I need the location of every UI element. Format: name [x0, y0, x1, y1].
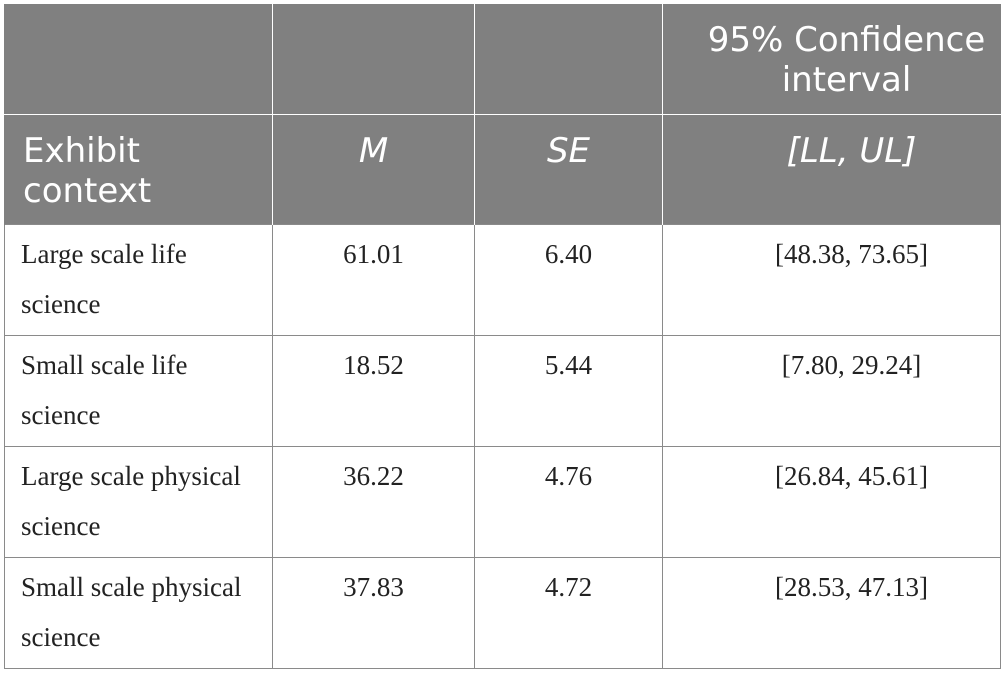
- cell-se: 4.72: [474, 556, 663, 669]
- table-body: Large scale life science 61.01 6.40 [48.…: [4, 223, 1001, 669]
- results-table: 95% Confidence interval Exhibit context …: [4, 4, 1001, 669]
- header-ll-ul: [LL, UL]: [662, 114, 1001, 224]
- cell-mean: 37.83: [272, 556, 475, 669]
- header-standard-error: SE: [474, 114, 663, 224]
- header-confidence-interval: 95% Confidence interval: [662, 4, 1001, 115]
- cell-se: 4.76: [474, 445, 663, 558]
- table-header: 95% Confidence interval Exhibit context …: [4, 4, 1001, 224]
- header-cell-blank-1: [4, 4, 273, 115]
- cell-exhibit-context: Large scale physical science: [4, 445, 273, 558]
- table-row: Large scale physical science 36.22 4.76 …: [4, 445, 1001, 558]
- cell-ci: [28.53, 47.13]: [662, 556, 1001, 669]
- cell-se: 5.44: [474, 334, 663, 447]
- cell-ci: [7.80, 29.24]: [662, 334, 1001, 447]
- cell-ci: [48.38, 73.65]: [662, 223, 1001, 336]
- table-row: Small scale physical science 37.83 4.72 …: [4, 556, 1001, 669]
- cell-mean: 61.01: [272, 223, 475, 336]
- header-row-top: 95% Confidence interval: [4, 4, 1001, 115]
- header-row-bottom: Exhibit context M SE [LL, UL]: [4, 114, 1001, 224]
- table-row: Small scale life science 18.52 5.44 [7.8…: [4, 334, 1001, 447]
- cell-se: 6.40: [474, 223, 663, 336]
- header-cell-blank-3: [474, 4, 663, 115]
- table-row: Large scale life science 61.01 6.40 [48.…: [4, 223, 1001, 336]
- header-cell-blank-2: [272, 4, 475, 115]
- cell-exhibit-context: Small scale physical science: [4, 556, 273, 669]
- cell-exhibit-context: Large scale life science: [4, 223, 273, 336]
- cell-ci: [26.84, 45.61]: [662, 445, 1001, 558]
- header-mean: M: [272, 114, 475, 224]
- cell-mean: 36.22: [272, 445, 475, 558]
- header-exhibit-context: Exhibit context: [4, 114, 273, 224]
- cell-exhibit-context: Small scale life science: [4, 334, 273, 447]
- cell-mean: 18.52: [272, 334, 475, 447]
